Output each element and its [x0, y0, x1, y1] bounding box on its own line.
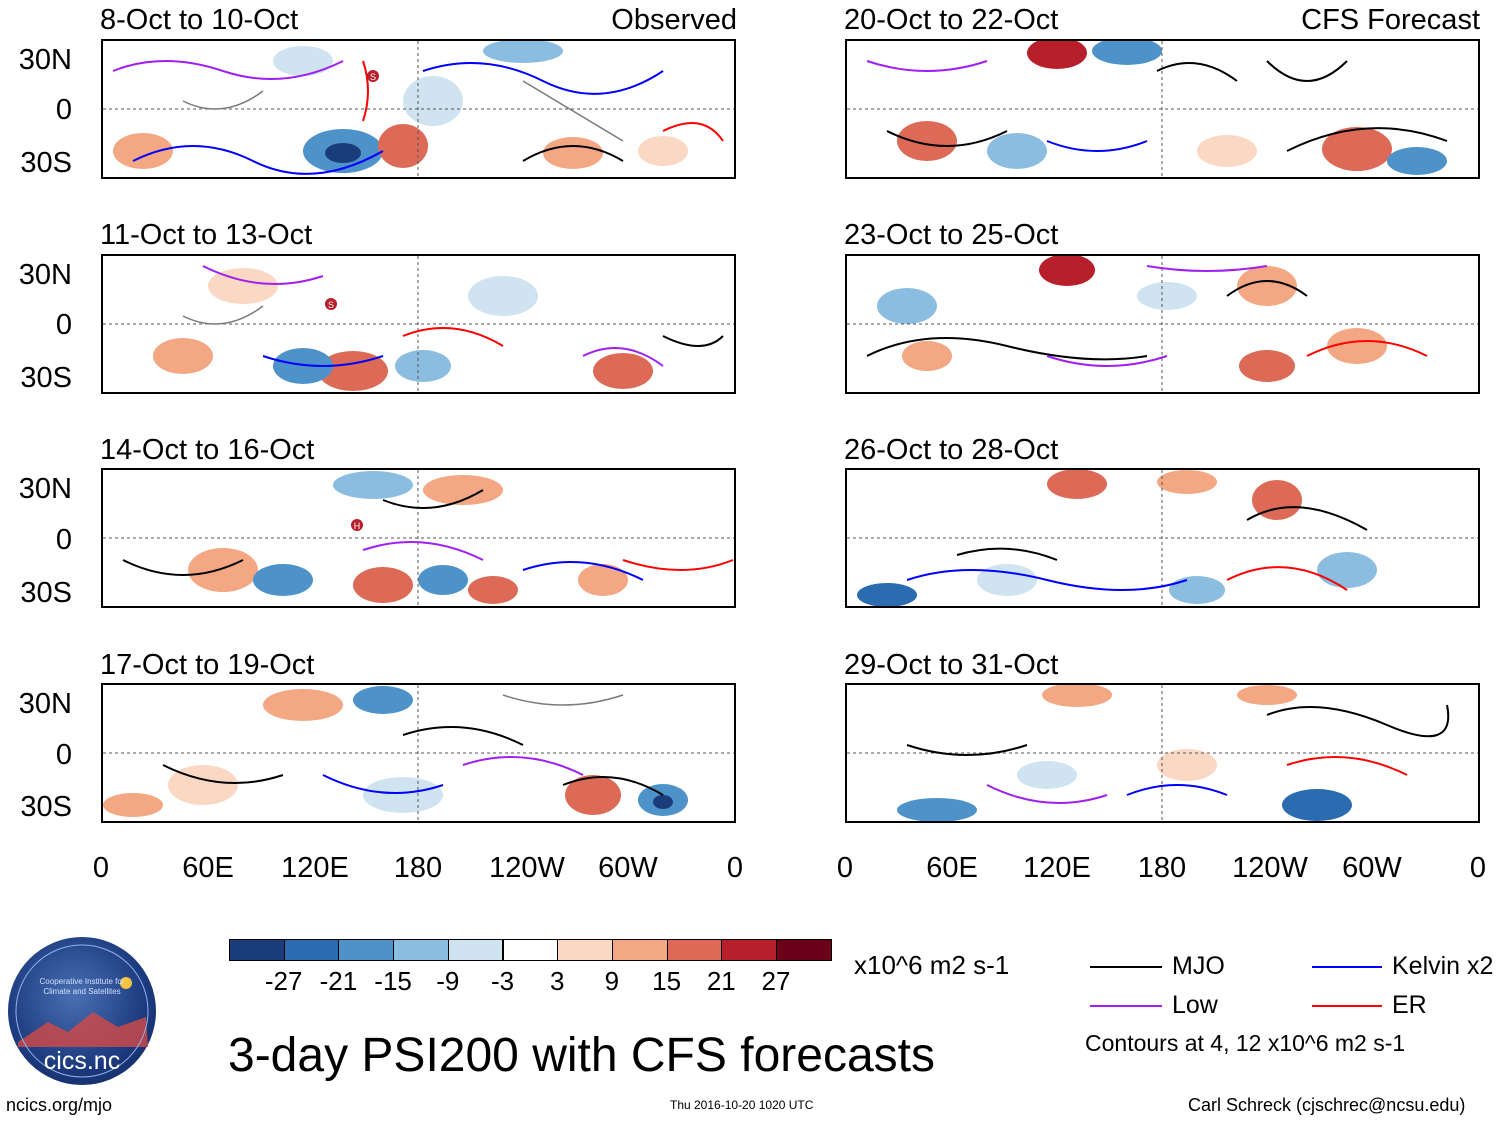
colorbar-cell — [283, 939, 340, 961]
legend-line-low — [1090, 1005, 1162, 1007]
map-panel-obs4 — [101, 683, 736, 823]
colorbar-cell — [721, 939, 777, 961]
colorbar-cell — [447, 939, 504, 961]
main-title: 3-day PSI200 with CFS forecasts — [228, 1029, 935, 1082]
colorbar-tick: -27 — [264, 966, 303, 996]
logo-ring-text: Cooperative Institute for Climate and Sa… — [39, 977, 125, 996]
panel-title-obs4: 17-Oct to 19-Oct — [100, 649, 315, 681]
colorbar-cell — [502, 939, 559, 961]
map-panel-obs2: S — [101, 254, 736, 394]
legend-line-er — [1312, 1005, 1382, 1007]
lat-30n-3: 30N — [18, 473, 72, 505]
lat-30n-1: 30N — [18, 44, 72, 76]
lon-60w-c: 60W — [1342, 852, 1402, 884]
logo-text: cics.nc — [43, 1047, 121, 1075]
colorbar-tick: 9 — [604, 966, 620, 996]
lon-120w-a: 120W — [489, 852, 565, 884]
lon-180-a: 180 — [393, 852, 443, 884]
lon-180-c: 180 — [1137, 852, 1187, 884]
contours-note: Contours at 4, 12 x10^6 m2 s-1 — [1085, 1030, 1406, 1056]
colorbar-cell — [338, 939, 395, 961]
colorbar-tick: -15 — [374, 966, 412, 996]
lon-60w-a: 60W — [598, 852, 658, 884]
colorbar-tick: 21 — [706, 966, 736, 996]
legend-line-mjo — [1090, 966, 1162, 968]
colorbar-units: x10^6 m2 s-1 — [854, 950, 1010, 980]
legend-label-er: ER — [1392, 991, 1427, 1019]
lat-0-3: 0 — [55, 524, 72, 556]
panel-title-obs1: 8-Oct to 10-Oct — [100, 4, 299, 36]
map-panel-obs3: H — [101, 468, 736, 608]
lat-30s-1: 30S — [20, 147, 72, 179]
colorbar-cell — [666, 939, 723, 961]
lat-0-1: 0 — [55, 94, 72, 126]
colorbar-tick: 15 — [652, 966, 682, 996]
panel-title-fc1: 20-Oct to 22-Oct — [844, 4, 1059, 36]
colorbar-cell — [229, 939, 285, 961]
panel-title-obs2: 11-Oct to 13-Oct — [100, 219, 313, 251]
colorbar-cell — [776, 939, 832, 961]
legend-label-low: Low — [1172, 991, 1218, 1019]
panel-title-fc2: 23-Oct to 25-Oct — [844, 219, 1059, 251]
colorbar-tick: 3 — [549, 966, 565, 996]
lon-0-d: 0 — [1469, 852, 1487, 884]
panel-title-obs3: 14-Oct to 16-Oct — [100, 434, 315, 466]
lat-30s-3: 30S — [20, 577, 72, 609]
colorbar-tick: -21 — [319, 966, 358, 996]
lon-60e-c: 60E — [926, 852, 978, 884]
cics-logo: Cooperative Institute for Climate and Sa… — [8, 937, 156, 1085]
cfs-forecast-label: CFS Forecast — [1301, 4, 1480, 36]
map-panel-fc1 — [845, 39, 1480, 179]
colorbar-cell — [557, 939, 613, 961]
lat-30s-4: 30S — [20, 791, 72, 823]
lat-0-4: 0 — [55, 739, 72, 771]
storm-marker-s: S — [370, 72, 376, 82]
lon-120e-c: 120E — [1023, 852, 1091, 884]
footer-timestamp: Thu 2016-10-20 1020 UTC — [670, 1098, 814, 1112]
observed-label: Observed — [611, 4, 737, 36]
lat-30s-2: 30S — [20, 362, 72, 394]
footer-author: Carl Schreck (cjschrec@ncsu.edu) — [1188, 1095, 1466, 1115]
colorbar-cell — [611, 939, 668, 961]
lat-30n-2: 30N — [18, 259, 72, 291]
lon-0-c: 0 — [836, 852, 854, 884]
legend-line-kelvin — [1312, 966, 1382, 968]
storm-marker-h: H — [354, 521, 361, 531]
colorbar-tick: 27 — [761, 966, 791, 996]
lat-0-2: 0 — [55, 309, 72, 341]
map-panel-obs1: S — [101, 39, 736, 179]
lon-0-a: 0 — [92, 852, 110, 884]
footer-url: ncics.org/mjo — [6, 1095, 113, 1115]
lon-60e-a: 60E — [182, 852, 234, 884]
map-panel-fc2 — [845, 254, 1480, 394]
legend-label-kelvin: Kelvin x2 — [1392, 952, 1494, 980]
panel-title-fc4: 29-Oct to 31-Oct — [844, 649, 1059, 681]
lat-30n-4: 30N — [18, 688, 72, 720]
lon-0-b: 0 — [726, 852, 744, 884]
colorbar-tick: -9 — [436, 966, 460, 996]
colorbar-cell — [393, 939, 449, 961]
legend-label-mjo: MJO — [1172, 952, 1225, 980]
storm-marker-s2: S — [328, 300, 334, 310]
lon-120w-c: 120W — [1232, 852, 1308, 884]
panel-title-fc3: 26-Oct to 28-Oct — [844, 434, 1059, 466]
map-panel-fc3 — [845, 468, 1480, 608]
colorbar-tick: -3 — [490, 966, 515, 996]
lon-120e-a: 120E — [281, 852, 349, 884]
map-panel-fc4 — [845, 683, 1480, 823]
